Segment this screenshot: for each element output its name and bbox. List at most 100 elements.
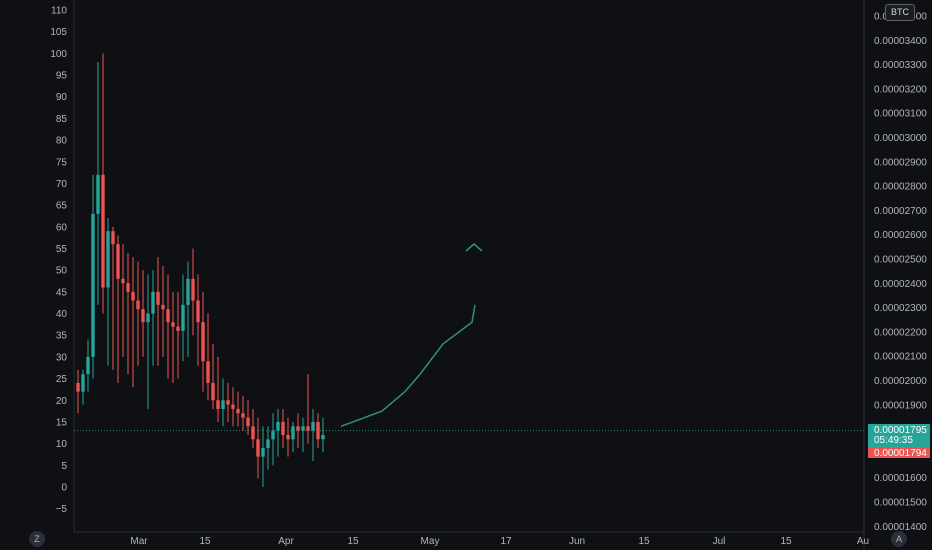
candle-body (236, 408, 240, 414)
currency-label[interactable]: BTC (885, 4, 915, 21)
time-tick-label: Au (857, 536, 869, 547)
right-tick-label: 0.00002500 (874, 255, 927, 266)
time-tick-label: Apr (278, 536, 294, 547)
candle-body (226, 400, 230, 405)
candle-body (241, 413, 245, 418)
candle-body (111, 231, 115, 245)
left-tick-label: 60 (56, 222, 68, 233)
left-tick-label: 95 (56, 71, 68, 82)
candle-body (201, 322, 205, 362)
candle-body (206, 361, 210, 383)
candle-body (176, 326, 180, 331)
bid-price-badge (868, 447, 930, 458)
right-tick-label: 0.00002400 (874, 279, 927, 290)
left-tick-label: −5 (56, 504, 68, 515)
right-tick-label: 0.00003100 (874, 109, 927, 120)
auto-scale-right-button[interactable]: A (891, 531, 907, 547)
candle-body (96, 174, 100, 214)
right-tick-label: 0.00002000 (874, 376, 927, 387)
right-tick-label: 0.00002800 (874, 182, 927, 193)
candle-body (156, 291, 160, 305)
right-tick-label: 0.00003200 (874, 84, 927, 95)
candle-body (86, 356, 90, 375)
right-tick-label: 0.00001600 (874, 473, 927, 484)
candle-body (171, 322, 175, 327)
candle-body (131, 291, 135, 301)
last-price-badge (868, 424, 930, 447)
candle-body (191, 278, 195, 301)
time-tick-label: 15 (780, 536, 792, 547)
bid-price-badge-text: 0.00001794 (874, 448, 927, 459)
right-tick-label: 0.00001400 (874, 522, 927, 533)
candle-body (106, 231, 110, 288)
time-axis-ticks: Mar 15 Apr 15 May 17 Jun 15 Jul 15 Au (130, 536, 869, 547)
left-tick-label: 55 (56, 244, 68, 255)
candle-body (81, 374, 85, 392)
candle-body (126, 283, 130, 292)
time-tick-label: Mar (130, 536, 148, 547)
candle-body (286, 434, 290, 440)
projection-arrow (340, 243, 483, 427)
right-tick-label: 0.00001500 (874, 498, 927, 509)
time-tick-label: 15 (638, 536, 650, 547)
candle-body (281, 421, 285, 435)
candle-body (76, 382, 80, 392)
projection-arrow-path (340, 304, 476, 427)
candle-body (186, 278, 190, 305)
candle-body (211, 382, 215, 401)
candle-body (121, 278, 125, 284)
right-tick-label: 0.00002700 (874, 206, 927, 217)
candle-body (301, 426, 305, 431)
candle-body (151, 291, 155, 314)
left-tick-label: 75 (56, 157, 68, 168)
left-tick-label: 25 (56, 374, 68, 385)
auto-scale-button[interactable]: Z (29, 531, 45, 547)
left-tick-label: 100 (50, 49, 67, 60)
right-tick-label: 0.00003400 (874, 36, 927, 47)
right-tick-label: 0.00002900 (874, 157, 927, 168)
left-tick-label: 85 (56, 114, 68, 125)
time-tick-label: 15 (199, 536, 211, 547)
right-tick-label: 0.00003300 (874, 60, 927, 71)
candle-body (101, 174, 105, 288)
candle-body (161, 304, 165, 310)
left-tick-label: 20 (56, 396, 68, 407)
projection-arrow-head (465, 243, 483, 252)
candle-body (251, 426, 255, 440)
candle-body (266, 439, 270, 448)
candle-body (306, 426, 310, 431)
candle-body (261, 447, 265, 457)
candle-body (321, 434, 325, 440)
right-tick-label: 0.00002100 (874, 352, 927, 363)
left-tick-label: 0 (61, 483, 67, 494)
candle-body (116, 244, 120, 279)
left-tick-label: 65 (56, 201, 68, 212)
right-tick-label: 0.00002300 (874, 303, 927, 314)
candle-body (166, 309, 170, 323)
candle-body (271, 430, 275, 440)
candle-body (256, 439, 260, 457)
left-tick-label: 70 (56, 179, 68, 190)
candle-body (146, 313, 150, 323)
left-tick-label: 35 (56, 331, 68, 342)
candle-body (276, 421, 280, 431)
right-tick-label: 0.00002200 (874, 327, 927, 338)
candles (76, 53, 325, 487)
left-tick-label: 50 (56, 266, 68, 277)
left-tick-label: 40 (56, 309, 68, 320)
last-price-badge-text: 0.00001795 (874, 425, 927, 436)
left-tick-label: 110 (51, 6, 67, 17)
left-tick-label: 105 (50, 27, 67, 38)
time-tick-label: 17 (500, 536, 512, 547)
right-tick-label: 0.00001900 (874, 400, 927, 411)
left-tick-label: 80 (56, 136, 68, 147)
time-tick-label: 15 (347, 536, 359, 547)
right-tick-label: 0.00003000 (874, 133, 927, 144)
candle-body (296, 426, 300, 431)
candle-body (141, 309, 145, 323)
left-tick-label: 10 (56, 439, 68, 450)
candle-body (316, 421, 320, 440)
